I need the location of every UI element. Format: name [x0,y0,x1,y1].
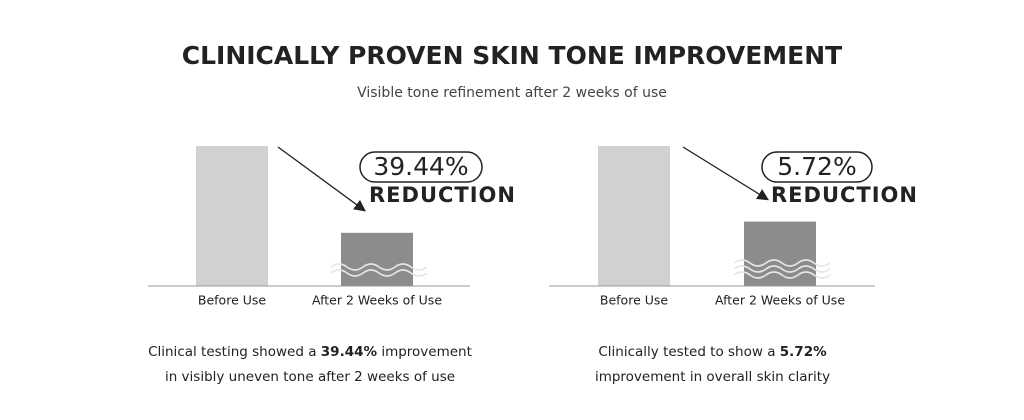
caption-text: improvement in overall skin clarity [594,369,831,385]
caption: Clinically tested to show a 5.72% improv… [590,340,835,390]
caption-text: Clinically tested to show a [598,344,776,360]
bar [744,221,816,286]
arrow [682,146,769,201]
subtitle: Visible tone refinement after 2 weeks of… [357,85,667,101]
callout-pill [359,151,483,183]
caption-highlight: 39.44% [320,344,378,360]
bar [598,146,670,286]
callout-label: REDUCTION [771,183,918,207]
caption-highlight: 5.72% [779,344,827,360]
wave [733,271,831,279]
caption-text: improvement in visibly uneven tone after… [164,344,472,385]
wave [330,269,428,277]
title: CLINICALLY PROVEN SKIN TONE IMPROVEMENT [182,41,843,70]
callout-label: REDUCTION [369,183,516,207]
wave [733,259,831,267]
bar [341,232,413,286]
x-tick-label: After 2 Weeks of Use [715,293,845,308]
wave [733,265,831,273]
x-tick-label: Before Use [600,293,669,308]
x-tick-label: After 2 Weeks of Use [312,293,442,308]
callout-value: 39.44% [373,152,468,181]
callout-pill [761,151,873,183]
wave [330,263,428,271]
x-tick-label: Before Use [198,293,267,308]
callout-value: 5.72% [777,152,856,181]
bar [196,146,268,286]
caption-text: Clinical testing showed a [148,344,317,360]
arrow [277,146,366,212]
caption: Clinical testing showed a 39.44% improve… [140,340,480,390]
